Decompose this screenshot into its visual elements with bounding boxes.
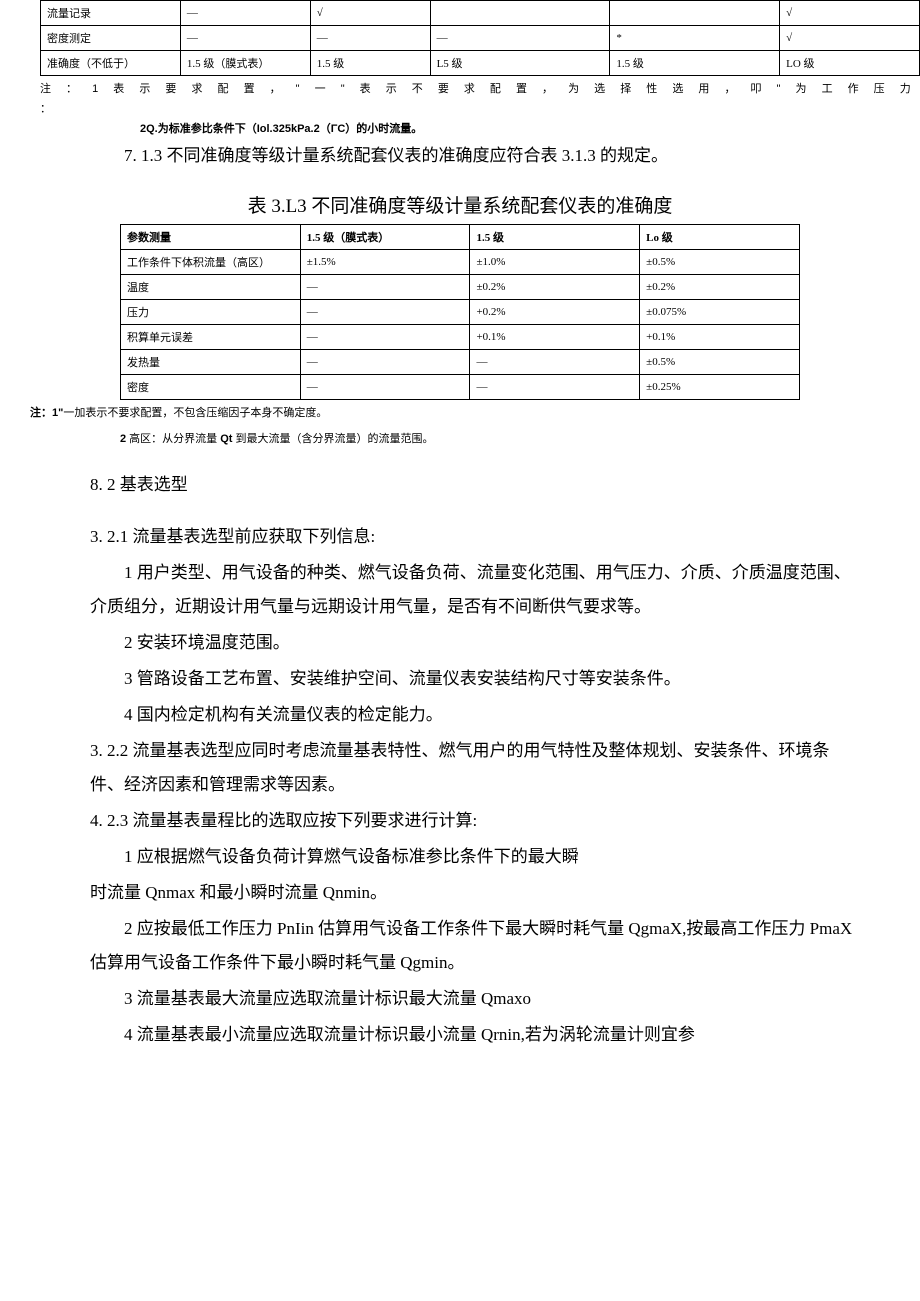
table-header-cell: 参数测量 [121, 225, 301, 250]
table-cell: +0.1% [470, 325, 640, 350]
para-3-2-1-item4: 4 国内检定机构有关流量仪表的检定能力。 [90, 698, 860, 732]
table-cell: — [430, 26, 610, 51]
table-cell: LO 级 [780, 51, 920, 76]
table-row: 温度—±0.2%±0.2% [121, 275, 800, 300]
table-row: 发热量——±0.5% [121, 350, 800, 375]
table-cell: — [180, 1, 310, 26]
table-header-cell: Lo 级 [640, 225, 800, 250]
table2-title: 表 3.L3 不同准确度等级计量系统配套仪表的准确度 [0, 191, 920, 218]
table-cell: ±0.2% [640, 275, 800, 300]
table-cell: — [300, 375, 470, 400]
para-3-2-1-item2: 2 安装环境温度范围。 [90, 626, 860, 660]
table-cell: ±0.075% [640, 300, 800, 325]
para-4-2-3-item2: 2 应按最低工作压力 PnIin 估算用气设备工作条件下最大瞬时耗气量 Qgma… [90, 912, 860, 980]
heading-8-2: 8. 2 基表选型 [90, 468, 860, 502]
para-4-2-3-item1b: 时流量 Qnmax 和最小瞬时流量 Qnmin。 [90, 876, 860, 910]
table-cell: +0.2% [470, 300, 640, 325]
table-row: 准确度（不低于）1.5 级（膜式表）1.5 级L5 级1.5 级LO 级 [41, 51, 920, 76]
para-3-2-1-item1: 1 用户类型、用气设备的种类、燃气设备负荷、流量变化范围、用气压力、介质、介质温… [90, 556, 860, 624]
table-cell: — [310, 26, 430, 51]
table-row: 压力—+0.2%±0.075% [121, 300, 800, 325]
table-cell: — [470, 350, 640, 375]
table-cell: ±0.5% [640, 250, 800, 275]
table-cell: √ [780, 26, 920, 51]
table-cell: 流量记录 [41, 1, 181, 26]
table2-note-line1: 注：1"一加表示不要求配置，不包含压缩因子本身不确定度。 [30, 404, 920, 424]
table-row: 工作条件下体积流量（高区）±1.5%±1.0%±0.5% [121, 250, 800, 275]
table-cell: — [180, 26, 310, 51]
table-cell: ±0.2% [470, 275, 640, 300]
table2-note-line2: 2 高区：从分界流量 Qt 到最大流量（含分界流量）的流量范围。 [120, 430, 920, 450]
table-cell: √ [780, 1, 920, 26]
table-cell: ±0.25% [640, 375, 800, 400]
table-cell: +0.1% [640, 325, 800, 350]
table-header-row: 参数测量1.5 级（膜式表）1.5 级Lo 级 [121, 225, 800, 250]
table-cell: 工作条件下体积流量（高区） [121, 250, 301, 275]
table-config-requirements: 流量记录—√√密度测定———*√准确度（不低于）1.5 级（膜式表）1.5 级L… [40, 0, 920, 76]
table-cell [430, 1, 610, 26]
table-row: 积算单元误差—+0.1%+0.1% [121, 325, 800, 350]
table-cell: 1.5 级 [310, 51, 430, 76]
para-3-2-1-item3: 3 管路设备工艺布置、安装维护空间、流量仪表安装结构尺寸等安装条件。 [90, 662, 860, 696]
table-cell: — [470, 375, 640, 400]
table-cell: 密度 [121, 375, 301, 400]
table1-note-line1: 注 ： 1 表 示 要 求 配 置 ， " 一 " 表 示 不 要 求 配 置 … [40, 80, 920, 120]
para-4-2-3-item4: 4 流量基表最小流量应选取流量计标识最小流量 Qrnin,若为涡轮流量计则宜参 [90, 1018, 860, 1052]
table-header-cell: 1.5 级 [470, 225, 640, 250]
table-cell: — [300, 350, 470, 375]
para-4-2-3-item1a: 1 应根据燃气设备负荷计算燃气设备标准参比条件下的最大瞬 [90, 840, 860, 874]
para-3-2-1: 3. 2.1 流量基表选型前应获取下列信息: [90, 520, 860, 554]
table-cell: 1.5 级（膜式表） [180, 51, 310, 76]
table-cell: 积算单元误差 [121, 325, 301, 350]
para-4-2-3: 4. 2.3 流量基表量程比的选取应按下列要求进行计算: [90, 804, 860, 838]
table-accuracy-levels: 参数测量1.5 级（膜式表）1.5 级Lo 级工作条件下体积流量（高区）±1.5… [120, 224, 800, 400]
para-3-2-2: 3. 2.2 流量基表选型应同时考虑流量基表特性、燃气用户的用气特性及整体规划、… [90, 734, 860, 802]
table-cell: 发热量 [121, 350, 301, 375]
table-cell: ±0.5% [640, 350, 800, 375]
para-4-2-3-item3: 3 流量基表最大流量应选取流量计标识最大流量 Qmaxo [90, 982, 860, 1016]
table-cell: * [610, 26, 780, 51]
table-cell: — [300, 300, 470, 325]
table-cell: — [300, 325, 470, 350]
table-row: 密度测定———*√ [41, 26, 920, 51]
table-cell [610, 1, 780, 26]
para-7-1-3: 7. 1.3 不同准确度等级计量系统配套仪表的准确度应符合表 3.1.3 的规定… [90, 139, 860, 173]
table-cell: — [300, 275, 470, 300]
table-cell: 压力 [121, 300, 301, 325]
table-cell: 准确度（不低于） [41, 51, 181, 76]
table-header-cell: 1.5 级（膜式表） [300, 225, 470, 250]
table-cell: ±1.0% [470, 250, 640, 275]
table-cell: 温度 [121, 275, 301, 300]
table1-note-line2: 2Q.为标准参比条件下（Iol.325kPa.2（ΓC）的小时流量。 [140, 120, 920, 140]
table-cell: ±1.5% [300, 250, 470, 275]
table-row: 流量记录—√√ [41, 1, 920, 26]
table-cell: 密度测定 [41, 26, 181, 51]
table-cell: √ [310, 1, 430, 26]
table-row: 密度——±0.25% [121, 375, 800, 400]
table-cell: L5 级 [430, 51, 610, 76]
table-cell: 1.5 级 [610, 51, 780, 76]
